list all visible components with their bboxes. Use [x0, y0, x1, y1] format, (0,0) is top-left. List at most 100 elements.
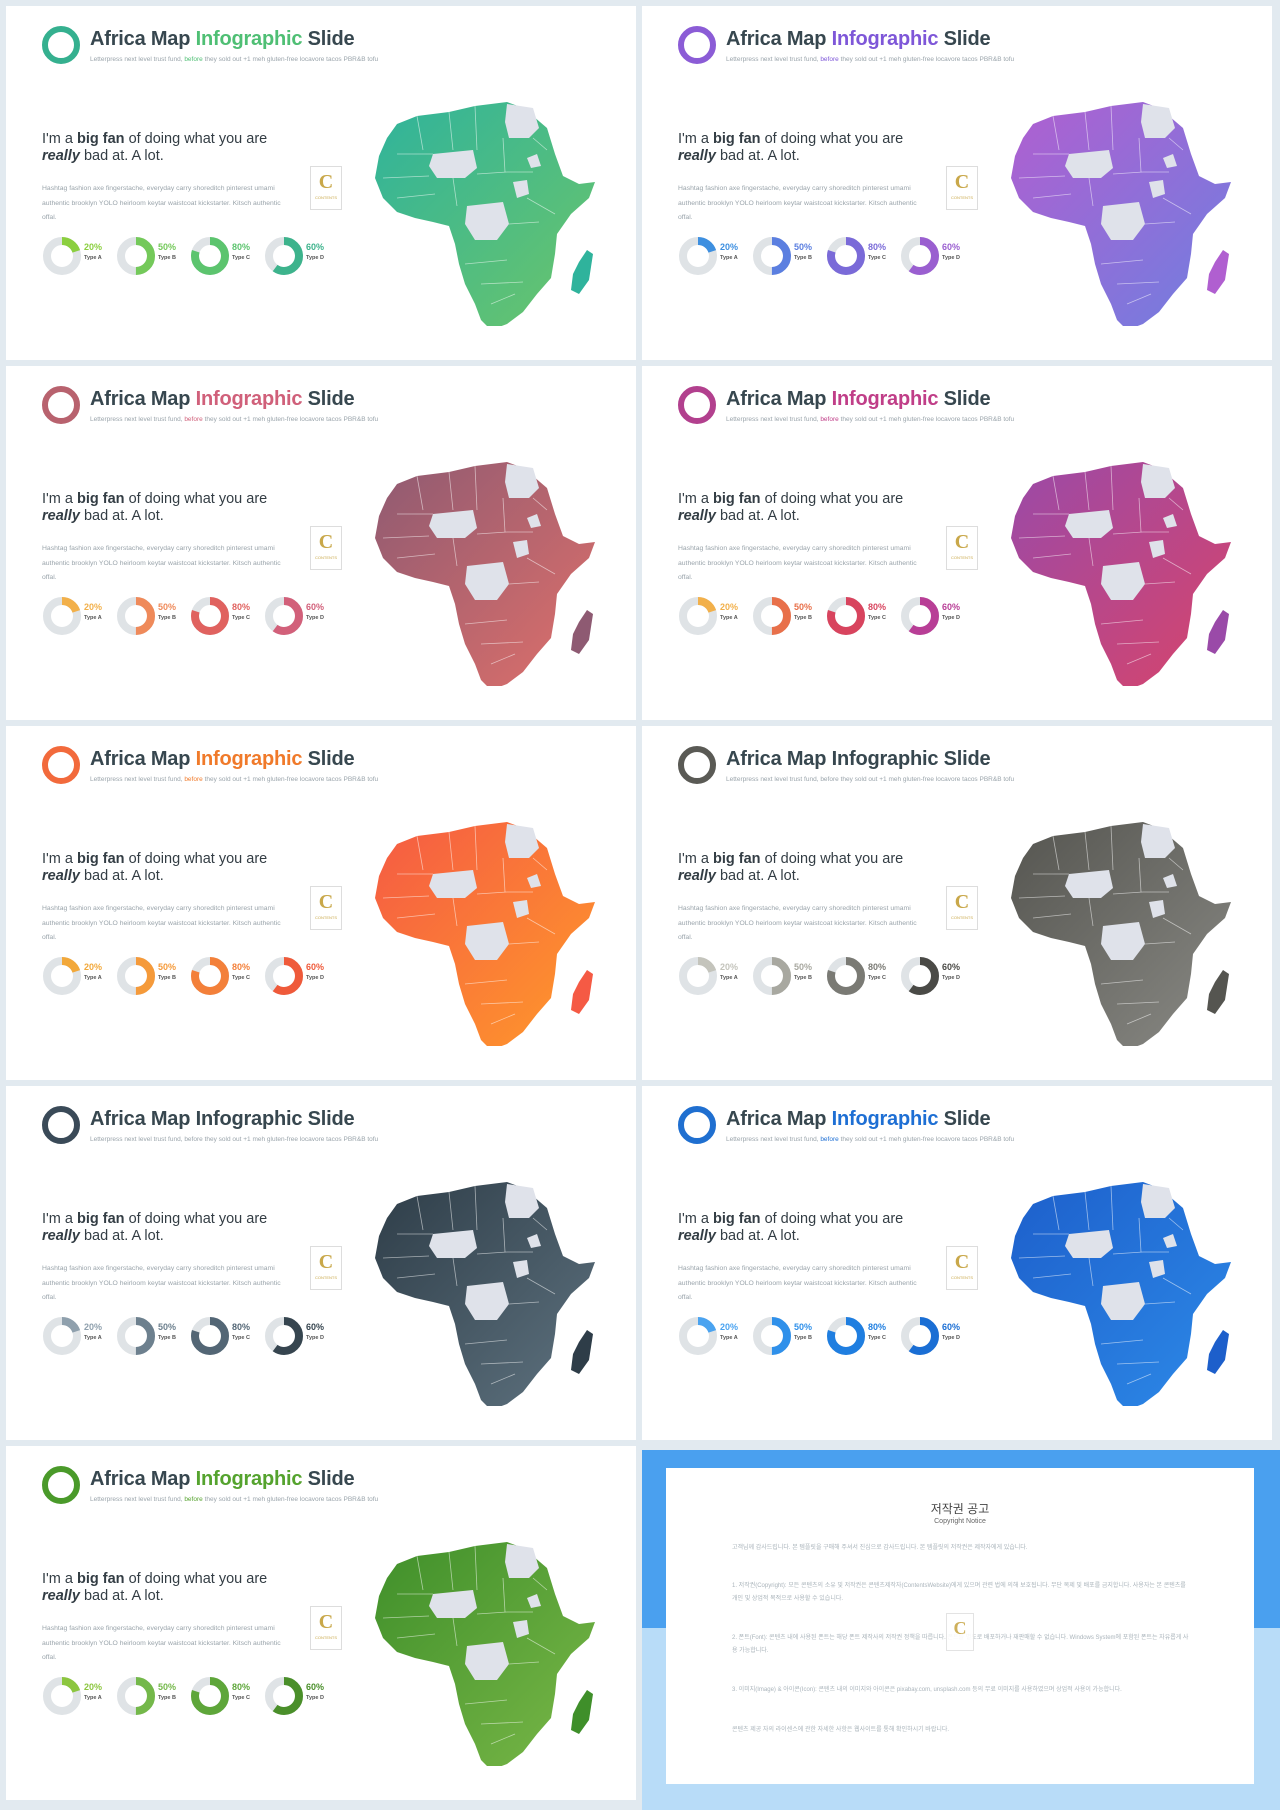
slide-olive-green[interactable]: Africa Map Infographic Slide Letterpress …: [6, 1446, 636, 1800]
slide-orange[interactable]: Africa Map Infographic Slide Letterpress …: [6, 726, 636, 1080]
unhighlighted-country: [429, 870, 477, 898]
slide-slate[interactable]: Africa Map Infographic Slide Letterpress …: [6, 1086, 636, 1440]
donut-chart: [827, 597, 865, 635]
unhighlighted-country: [429, 510, 477, 538]
donut-fill: [117, 1677, 155, 1715]
unhighlighted-country: [1163, 514, 1177, 528]
title-part: Africa Map: [726, 748, 827, 770]
badge-letter: C: [318, 1251, 334, 1273]
unhighlighted-country: [1149, 180, 1165, 198]
title-highlight: Infographic: [195, 1468, 303, 1490]
slide-blue[interactable]: Africa Map Infographic Slide Letterpress …: [642, 1086, 1272, 1440]
donut-chart: [265, 957, 303, 995]
donut-chart: [117, 1317, 155, 1355]
donut-percent: 20%: [720, 602, 739, 612]
slide-magenta[interactable]: Africa Map Infographic Slide Letterpress …: [642, 366, 1272, 720]
donut-percent: 80%: [232, 1682, 251, 1692]
map-container: [987, 1156, 1237, 1411]
donut-item: 60% Type D: [900, 234, 970, 278]
title-highlight: Infographic: [831, 388, 939, 410]
donut-chart: [679, 597, 717, 635]
unhighlighted-country: [513, 540, 529, 558]
unhighlighted-country: [1149, 540, 1165, 558]
donut-item: 20% Type A: [42, 954, 112, 998]
unhighlighted-country: [1149, 1260, 1165, 1278]
badge-letter: C: [954, 891, 970, 913]
donut-type: Type D: [942, 255, 960, 261]
slide-purple[interactable]: Africa Map Infographic Slide Letterpress …: [642, 6, 1272, 360]
donut-item: 60% Type D: [900, 594, 970, 638]
slide-mauve-salmon[interactable]: Africa Map Infographic Slide Letterpress …: [6, 366, 636, 720]
donut-chart: [679, 1317, 717, 1355]
donut-fill: [265, 237, 303, 275]
donut-type: Type B: [158, 975, 176, 981]
donut-chart: [43, 1317, 81, 1355]
body-text: Hashtag fashion axe fingerstache, everyd…: [42, 1265, 281, 1301]
title-part: Slide: [943, 1108, 991, 1130]
unhighlighted-country: [429, 150, 477, 178]
badge-small-text: CONTENTS: [315, 1275, 337, 1280]
donut-chart: [901, 237, 939, 275]
madagascar: [1207, 250, 1229, 294]
title-part: Africa Map: [90, 28, 191, 50]
donut-item: 80% Type C: [826, 594, 896, 638]
slide-gray[interactable]: Africa Map Infographic Slide Letterpress …: [642, 726, 1272, 1080]
donut-percent: 20%: [720, 962, 739, 972]
body-text: Hashtag fashion axe fingerstache, everyd…: [42, 905, 281, 941]
madagascar: [571, 970, 593, 1014]
donut-fill: [191, 1677, 229, 1715]
donut-chart: [901, 1317, 939, 1355]
unhighlighted-country: [465, 922, 509, 960]
donut-percent: 20%: [84, 602, 103, 612]
donut-chart: [679, 237, 717, 275]
slide-subtitle: Letterpress next level trust fund, befor…: [726, 1136, 1015, 1143]
africa-map: [1011, 822, 1231, 1050]
donut-fill: [753, 237, 791, 275]
donut-item: 60% Type D: [264, 954, 334, 998]
donut-fill: [901, 237, 939, 275]
donut-item: 50% Type B: [752, 594, 822, 638]
donut-item: 80% Type C: [190, 1674, 260, 1718]
donut-type: Type A: [84, 1695, 102, 1701]
headline: I'm a big fan of doing what you are real…: [678, 491, 904, 524]
donut-row: 20% Type A 50% Type B 80% Type C 60% Type D: [678, 954, 978, 998]
map-container: [351, 796, 601, 1051]
badge-letter: C: [318, 891, 334, 913]
donut-percent: 50%: [158, 602, 177, 612]
contents-badge: C CONTENTS: [310, 1246, 342, 1290]
title-part: Africa Map: [90, 1108, 191, 1130]
donut-chart: [827, 237, 865, 275]
slide-title: Africa Map Infographic Slide: [726, 388, 991, 411]
title-highlight: Infographic: [831, 1108, 939, 1130]
donut-type: Type A: [720, 615, 738, 621]
badge-small-text: CONTENTS: [951, 1275, 973, 1280]
donut-percent: 20%: [720, 242, 739, 252]
donut-fill: [679, 237, 717, 275]
donut-fill: [117, 1317, 155, 1355]
donut-item: 50% Type B: [116, 594, 186, 638]
donut-chart: [117, 1677, 155, 1715]
body-text: Hashtag fashion axe fingerstache, everyd…: [42, 1625, 281, 1661]
unhighlighted-country: [1065, 870, 1113, 898]
africa-map: [375, 1542, 595, 1770]
donut-percent: 50%: [158, 1682, 177, 1692]
donut-percent: 20%: [84, 1682, 103, 1692]
map-container: [351, 76, 601, 331]
donut-chart: [265, 1317, 303, 1355]
copyright-paragraph: 고객님께 감사드립니다. 본 템플릿을 구매해 주셔서 진심으로 감사드립니다.…: [732, 1545, 1028, 1551]
donut-fill: [117, 597, 155, 635]
donut-type: Type C: [232, 1695, 250, 1701]
ring-logo-icon: [678, 1106, 716, 1144]
madagascar: [571, 1690, 593, 1734]
badge-small-text: CONTENTS: [315, 555, 337, 560]
copyright-title: 저작권 공고: [930, 1502, 990, 1516]
slide-green-teal[interactable]: Africa Map Infographic Slide Letterpress …: [6, 6, 636, 360]
donut-chart: [43, 237, 81, 275]
slide-subtitle: Letterpress next level trust fund, befor…: [90, 1136, 379, 1143]
donut-chart: [43, 597, 81, 635]
slide-subtitle: Letterpress next level trust fund, befor…: [726, 56, 1015, 63]
donut-row: 20% Type A 50% Type B 80% Type C 60% Type D: [678, 234, 978, 278]
slide-subtitle: Letterpress next level trust fund, befor…: [90, 56, 379, 63]
donut-item: 50% Type B: [116, 1674, 186, 1718]
donut-item: 60% Type D: [900, 1314, 970, 1358]
